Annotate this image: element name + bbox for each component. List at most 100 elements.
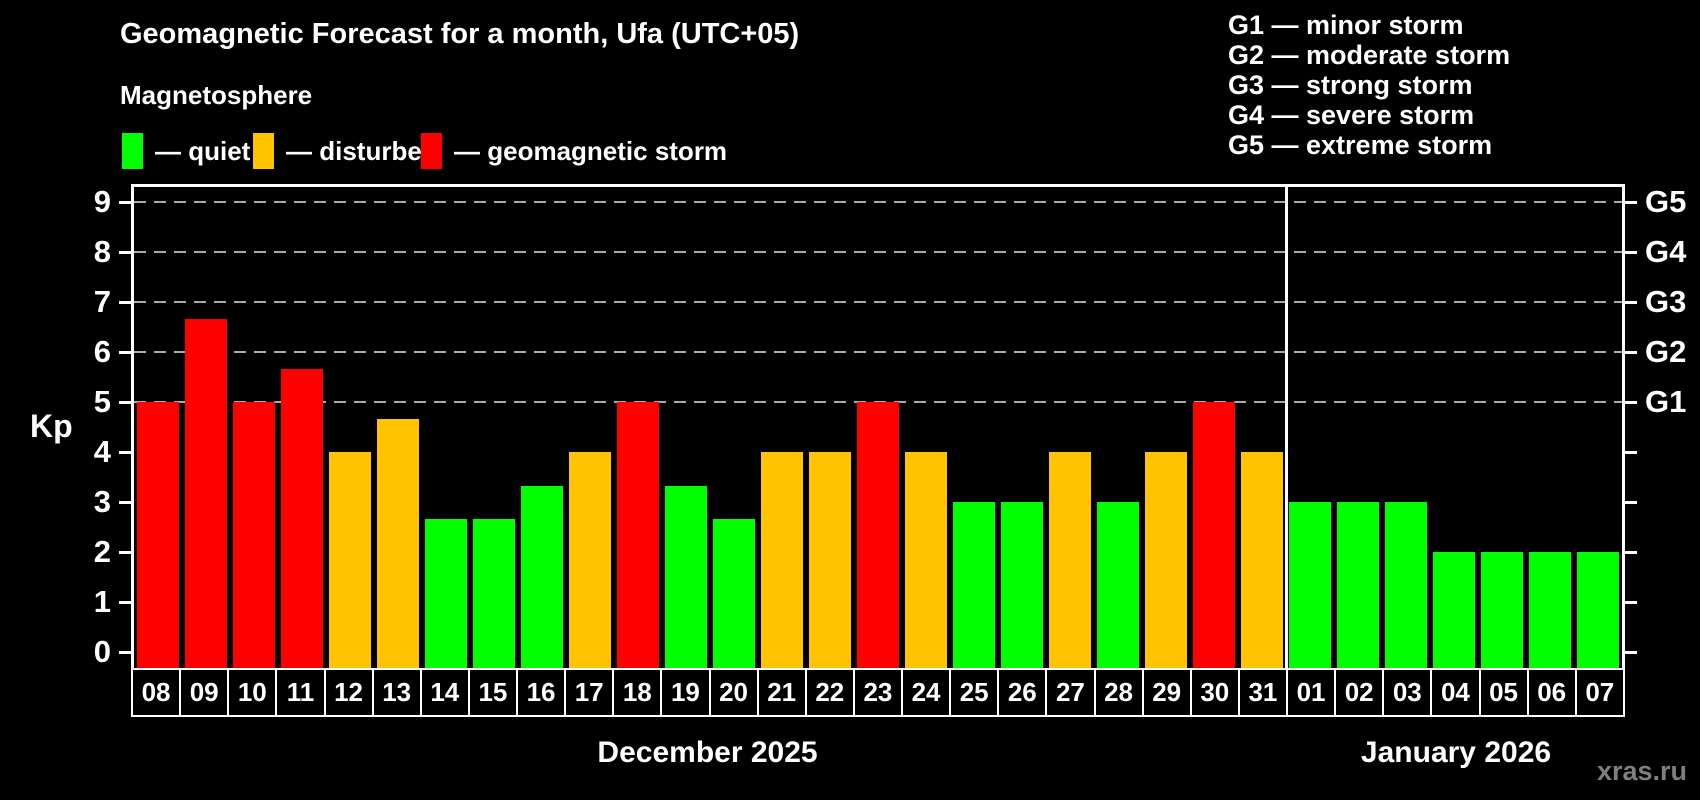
bar-day-03 (1384, 502, 1427, 668)
day-label-15: 15 (470, 670, 518, 715)
bar-day-12 (328, 452, 371, 668)
day-label-06: 06 (1529, 670, 1577, 715)
bar-day-30 (1192, 402, 1235, 668)
y-axis-tick-right-2 (1625, 550, 1637, 554)
bar-day-26 (1000, 502, 1043, 668)
bar-day-18 (616, 402, 659, 668)
day-label-23: 23 (855, 670, 903, 715)
bar-day-27 (1048, 452, 1091, 668)
bar-day-20 (712, 518, 755, 668)
day-label-25: 25 (951, 670, 1000, 715)
bar-day-28 (1096, 502, 1139, 668)
day-label-28: 28 (1096, 670, 1144, 715)
y-axis-tick-right-0 (1625, 650, 1637, 654)
y-axis-tick-left-9 (119, 200, 131, 204)
x-axis-day-labels: 08 09 10 11 12 13 14 15 16 17 18 19 20 21 22 23 24 25 26 27… (131, 668, 1625, 717)
storm-scale-legend: G1 — minor storm G2 — moderate storm G3 … (1228, 10, 1510, 160)
bar-day-01 (1288, 502, 1331, 668)
y-axis-tick-left-8 (119, 250, 131, 254)
day-label-09: 09 (181, 670, 230, 715)
bar-day-22 (808, 452, 851, 668)
y-axis-label-6: 6 (93, 334, 111, 369)
gridline-kp-7 (134, 301, 1622, 303)
bar-day-05 (1480, 552, 1523, 668)
bar-day-21 (760, 452, 803, 668)
day-label-31: 31 (1240, 670, 1288, 715)
day-label-20: 20 (711, 670, 759, 715)
day-label-24: 24 (903, 670, 952, 715)
storm-scale-line-g5: G5 — extreme storm (1228, 130, 1493, 160)
day-label-04: 04 (1432, 670, 1481, 715)
y-axis-tick-right-4 (1625, 450, 1637, 454)
bar-day-15 (472, 518, 515, 668)
bar-day-02 (1336, 502, 1379, 668)
y-axis-tick-left-3 (119, 500, 131, 504)
right-axis-label-g3: G3 (1645, 284, 1687, 319)
magnetosphere-legend-title: Magnetosphere (120, 80, 313, 110)
bar-day-29 (1144, 452, 1187, 668)
y-axis-tick-right-9 (1625, 200, 1637, 204)
storm-swatch-icon (421, 133, 442, 169)
quiet-swatch-icon (122, 133, 143, 169)
y-axis-label-9: 9 (93, 184, 111, 219)
day-label-03: 03 (1384, 670, 1433, 715)
day-label-01: 01 (1288, 670, 1337, 715)
day-label-29: 29 (1144, 670, 1192, 715)
disturbed-swatch-icon (253, 133, 274, 169)
gridline-kp-6 (134, 351, 1622, 353)
bar-day-14 (424, 518, 467, 668)
bar-day-19 (664, 485, 707, 668)
day-label-12: 12 (326, 670, 374, 715)
storm-scale-line-g4: G4 — severe storm (1228, 100, 1475, 130)
bar-day-24 (904, 452, 947, 668)
day-label-08: 08 (133, 670, 182, 715)
storm-scale-line-g1: G1 — minor storm (1228, 10, 1464, 40)
y-axis-tick-left-0 (119, 650, 131, 654)
day-label-10: 10 (229, 670, 278, 715)
y-axis-tick-left-6 (119, 350, 131, 354)
y-axis-tick-right-6 (1625, 350, 1637, 354)
y-axis-tick-right-5 (1625, 400, 1637, 404)
day-label-02: 02 (1336, 670, 1385, 715)
y-axis-label-8: 8 (93, 234, 111, 269)
day-label-13: 13 (374, 670, 422, 715)
legend-label-quiet: — quiet (155, 135, 251, 166)
y-axis-title: Kp (30, 408, 73, 444)
bar-day-25 (952, 502, 995, 668)
legend-item-disturbed: — disturbed (253, 131, 438, 171)
day-label-21: 21 (759, 670, 807, 715)
gridline-kp-9 (134, 201, 1622, 203)
y-axis-tick-left-4 (119, 450, 131, 454)
y-axis-tick-right-1 (1625, 600, 1637, 604)
day-label-27: 27 (1047, 670, 1096, 715)
bar-day-06 (1528, 552, 1571, 668)
bar-day-07 (1576, 552, 1619, 668)
day-label-05: 05 (1481, 670, 1529, 715)
y-axis-tick-right-8 (1625, 250, 1637, 254)
bar-day-13 (376, 418, 419, 668)
bar-day-09 (184, 318, 227, 668)
bar-day-16 (520, 485, 563, 668)
y-axis-tick-left-7 (119, 300, 131, 304)
day-label-18: 18 (614, 670, 663, 715)
legend-item-storm: — geomagnetic storm (421, 131, 727, 171)
legend-item-quiet: — quiet (122, 131, 250, 171)
bar-day-31 (1240, 452, 1283, 668)
bar-day-23 (856, 402, 899, 668)
bar-day-17 (568, 452, 611, 668)
y-axis-label-7: 7 (93, 284, 111, 319)
right-axis-label-g2: G2 (1645, 334, 1687, 369)
y-axis-tick-left-2 (119, 550, 131, 554)
right-axis-label-g5: G5 (1645, 184, 1687, 219)
y-axis-label-4: 4 (93, 434, 111, 469)
storm-scale-line-g2: G2 — moderate storm (1228, 40, 1511, 70)
y-axis-label-1: 1 (93, 584, 111, 619)
bar-day-10 (232, 402, 275, 668)
watermark: xras.ru (1596, 756, 1687, 786)
day-label-19: 19 (662, 670, 711, 715)
bar-day-11 (280, 368, 323, 668)
day-label-11: 11 (277, 670, 326, 715)
bar-day-08 (136, 402, 179, 668)
bar-day-04 (1432, 552, 1475, 668)
